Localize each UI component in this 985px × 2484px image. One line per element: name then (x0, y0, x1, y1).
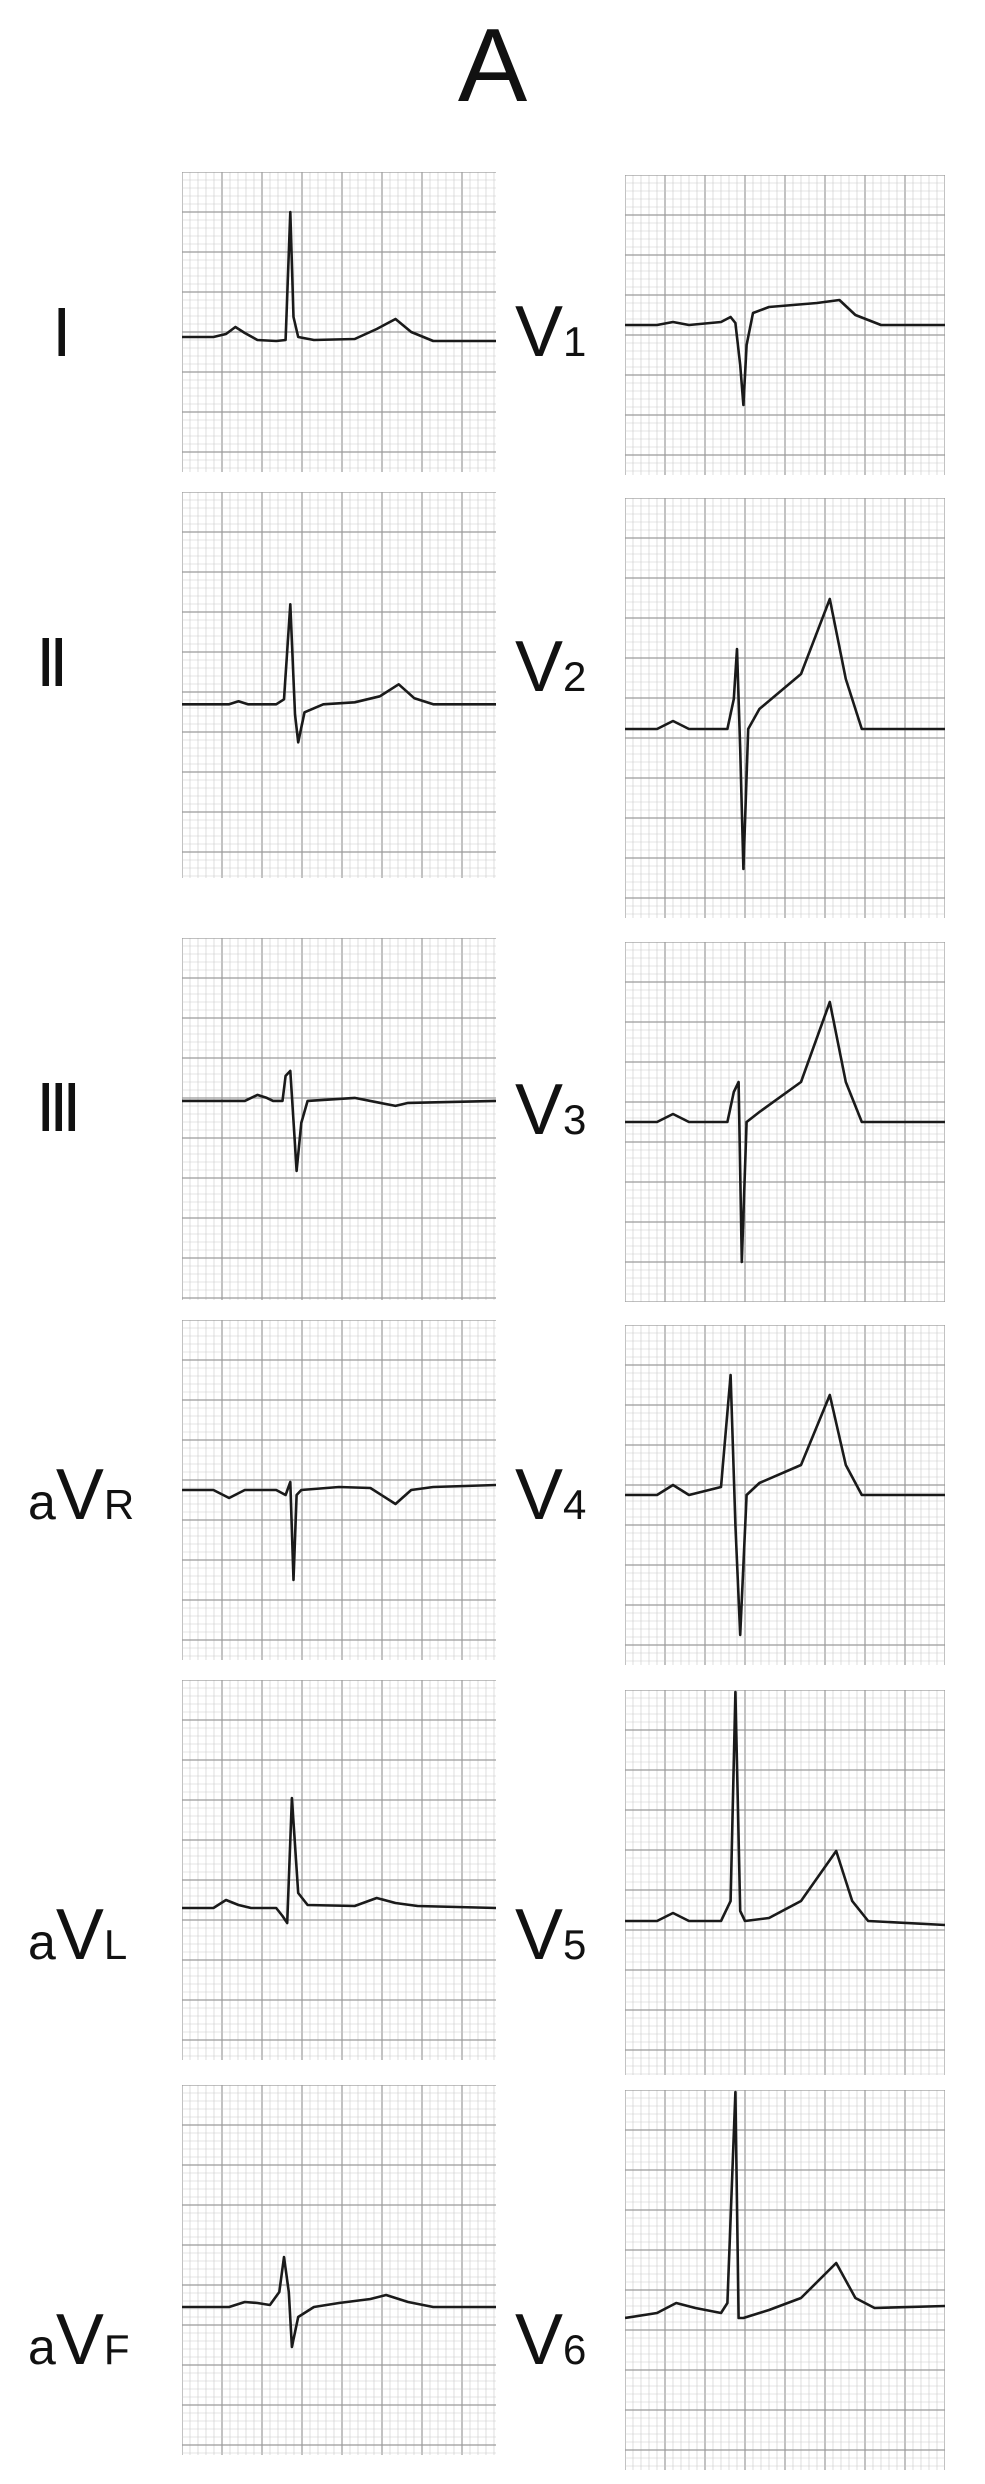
ecg-trace-aVR (182, 1480, 496, 1582)
lead-label-sub: L (103, 1921, 128, 1968)
ecg-trace-aVF (182, 2255, 496, 2349)
ecg-grid-II (182, 492, 496, 878)
ecg-grid-V2 (625, 498, 945, 918)
lead-label-V4: V4 (515, 1455, 586, 1545)
lead-label-prefix: a (28, 1914, 56, 1970)
ecg-trace-II (182, 603, 496, 744)
ecg-trace-I (182, 210, 496, 343)
ecg-strip-V5 (625, 1690, 945, 2075)
lead-label-I: Ⅰ (52, 298, 72, 371)
ecg-grid-V4 (625, 1325, 945, 1665)
lead-label-main: V (515, 1895, 564, 1975)
lead-label-V5: V5 (515, 1895, 586, 1985)
lead-label-sub: F (103, 2326, 130, 2373)
lead-label-sub: 5 (563, 1921, 587, 1968)
lead-label-main: V (515, 627, 564, 707)
lead-label-sub: 3 (563, 1096, 587, 1143)
lead-label-sub: R (103, 1481, 135, 1528)
ecg-trace-V6 (625, 2090, 945, 2320)
lead-label-sub: 2 (563, 653, 587, 700)
lead-label-V6: V6 (515, 2300, 586, 2390)
ecg-trace-V4 (625, 1373, 945, 1637)
ecg-grid-V6 (625, 2090, 945, 2470)
ecg-strip-I (182, 172, 496, 472)
ecg-strip-aVL (182, 1680, 496, 2060)
panel-label: A (457, 8, 528, 124)
ecg-trace-V1 (625, 298, 945, 407)
lead-label-aVR: aVR (28, 1455, 134, 1545)
ecg-trace-aVL (182, 1796, 496, 1925)
ecg-grid-aVF (182, 2085, 496, 2455)
ecg-trace-III (182, 1069, 496, 1173)
ecg-strip-V2 (625, 498, 945, 918)
ecg-strip-V1 (625, 175, 945, 475)
ecg-strip-V4 (625, 1325, 945, 1665)
ecg-grid-III (182, 938, 496, 1300)
lead-label-main: V (55, 1455, 104, 1535)
ecg-grid-aVL (182, 1680, 496, 2060)
ecg-trace-V3 (625, 1000, 945, 1264)
ecg-strip-II (182, 492, 496, 878)
lead-label-aVF: aVF (28, 2300, 130, 2390)
ecg-trace-V5 (625, 1690, 945, 1927)
ecg-grid-V3 (625, 942, 945, 1302)
lead-label-II: Ⅱ (36, 628, 69, 701)
lead-label-sub: 1 (563, 318, 587, 365)
ecg-trace-V2 (625, 597, 945, 871)
lead-label-main: V (515, 292, 564, 372)
lead-label-main: V (55, 1895, 104, 1975)
lead-label-prefix: a (28, 1474, 56, 1530)
lead-label-sub: 6 (563, 2326, 587, 2373)
lead-label-main: V (55, 2300, 104, 2380)
ecg-grid-V5 (625, 1690, 945, 2075)
lead-label-III: Ⅲ (36, 1073, 82, 1146)
ecg-strip-V3 (625, 942, 945, 1302)
lead-label-main: V (515, 1455, 564, 1535)
ecg-strip-aVR (182, 1320, 496, 1660)
lead-label-sub: 4 (563, 1481, 587, 1528)
ecg-grid-I (182, 172, 496, 472)
lead-label-aVL: aVL (28, 1895, 127, 1985)
lead-label-main: V (515, 1070, 564, 1150)
ecg-strip-III (182, 938, 496, 1300)
ecg-grid-aVR (182, 1320, 496, 1660)
lead-label-V2: V2 (515, 627, 586, 717)
ecg-strip-aVF (182, 2085, 496, 2455)
lead-label-main: V (515, 2300, 564, 2380)
lead-label-prefix: a (28, 2319, 56, 2375)
lead-label-V3: V3 (515, 1070, 586, 1160)
lead-label-V1: V1 (515, 292, 586, 382)
ecg-strip-V6 (625, 2090, 945, 2470)
ecg-grid-V1 (625, 175, 945, 475)
